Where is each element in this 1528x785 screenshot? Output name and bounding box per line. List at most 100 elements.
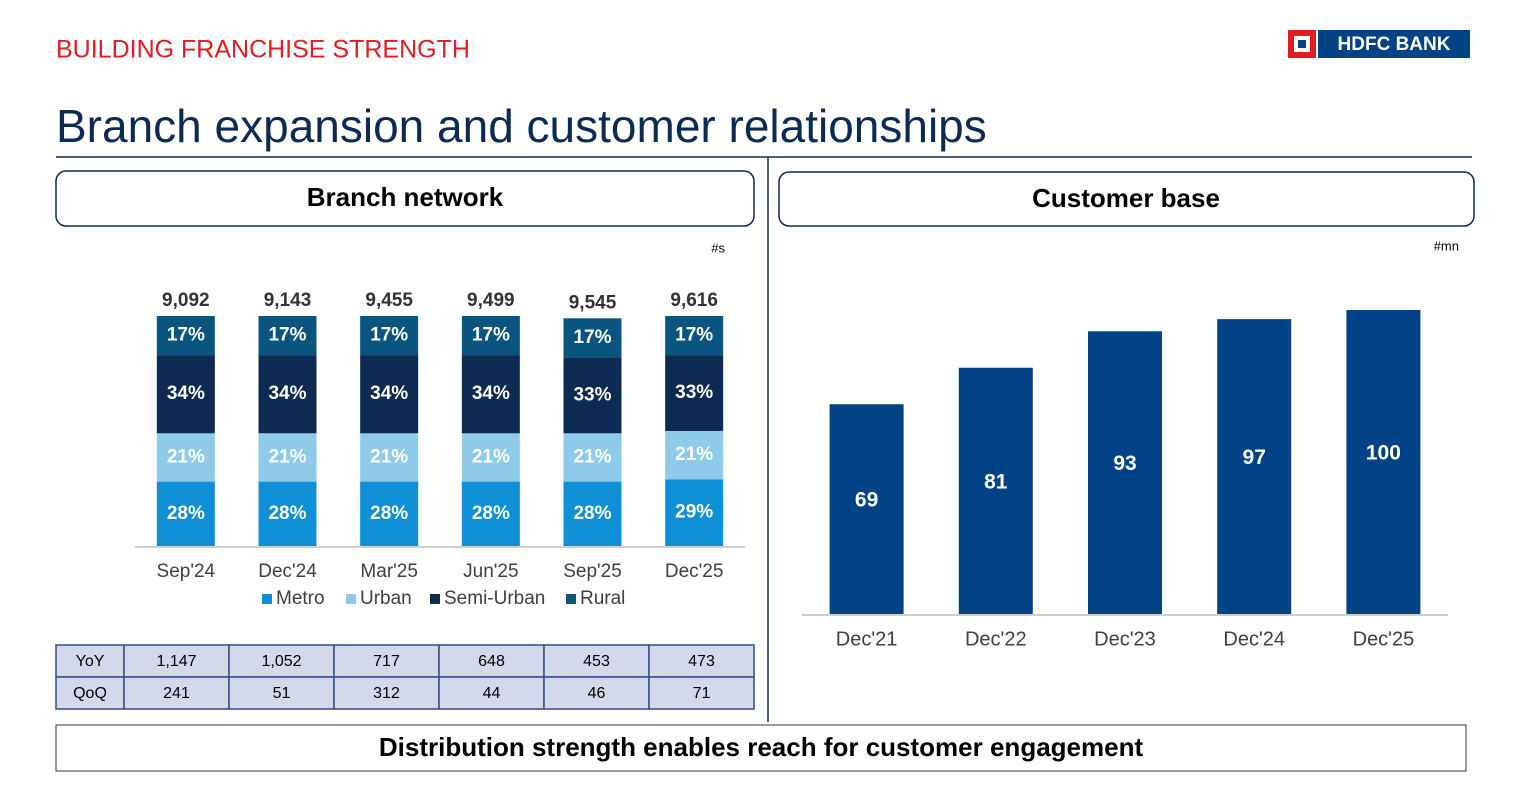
legend-swatch	[262, 594, 272, 604]
total-label: 9,143	[264, 290, 312, 311]
x-tick-label: Dec'24	[258, 561, 317, 582]
table-cell	[438, 644, 545, 678]
data-label: 81	[984, 470, 1008, 493]
table-text: 717	[373, 653, 400, 670]
bar-segment	[258, 355, 317, 434]
bar-segment	[360, 355, 419, 434]
data-label: 28%	[573, 503, 611, 524]
data-label: 28%	[167, 503, 205, 524]
x-tick-label: Dec'25	[665, 561, 724, 582]
x-tick-label: Jun'25	[463, 561, 518, 582]
table-text: 312	[373, 685, 400, 702]
bar-segment	[665, 479, 724, 546]
legend-swatch	[346, 594, 356, 604]
total-label: 9,455	[365, 290, 413, 311]
x-tick-label: Dec'25	[1353, 628, 1415, 650]
table-cell	[228, 676, 335, 710]
data-label: 21%	[167, 446, 205, 467]
bar-segment	[258, 481, 317, 546]
bar-segment	[360, 316, 419, 356]
bar-segment	[461, 316, 520, 356]
unit-label: #mn	[1434, 238, 1459, 253]
slide-title: Branch expansion and customer relationsh…	[56, 100, 987, 152]
total-label: 9,092	[162, 290, 210, 311]
bar-segment	[258, 316, 317, 356]
data-label: 17%	[573, 327, 611, 348]
bar-segment	[563, 318, 622, 358]
table-text: 473	[688, 653, 715, 670]
bar-segment	[461, 355, 520, 434]
table-cell	[55, 644, 125, 678]
data-label: 21%	[370, 446, 408, 467]
bar-segment	[563, 481, 622, 546]
table-cell	[543, 644, 650, 678]
data-label: 28%	[268, 503, 306, 524]
x-tick-label: Dec'22	[965, 628, 1027, 650]
table-cell	[648, 644, 755, 678]
bar	[829, 404, 904, 614]
bar-segment	[360, 481, 419, 546]
legend-label: Rural	[580, 588, 625, 609]
table-cell	[648, 676, 755, 710]
table-text: 44	[483, 685, 501, 702]
footer-box	[55, 724, 1467, 772]
data-label: 17%	[370, 325, 408, 346]
legend-label: Metro	[276, 588, 325, 609]
x-tick-label: Dec'24	[1223, 628, 1285, 650]
x-tick-label: Sep'24	[157, 561, 216, 582]
data-label: 97	[1243, 446, 1266, 469]
table-text: 648	[478, 653, 505, 670]
panel-header	[55, 170, 755, 227]
data-label: 21%	[675, 444, 713, 465]
data-label: 21%	[573, 446, 611, 467]
data-label: 21%	[472, 446, 510, 467]
bar-segment	[156, 355, 215, 434]
bar	[1217, 319, 1292, 614]
data-label: 33%	[573, 384, 611, 405]
legend-label: Urban	[360, 588, 412, 609]
table-text: 1,147	[156, 653, 196, 670]
bar-segment	[563, 357, 622, 434]
data-label: 34%	[167, 383, 205, 404]
table-text: 71	[693, 685, 711, 702]
data-label: 93	[1113, 452, 1136, 475]
bar-segment	[665, 355, 724, 431]
bar-segment	[563, 433, 622, 482]
bar-segment	[258, 433, 317, 482]
panel-title: Branch network	[307, 182, 504, 212]
table-cell	[123, 644, 230, 678]
table-text: QoQ	[73, 685, 107, 702]
table-text: 46	[588, 685, 606, 702]
data-label: 29%	[675, 502, 713, 523]
data-label: 28%	[472, 503, 510, 524]
data-label: 17%	[268, 325, 306, 346]
bar-segment	[156, 316, 215, 356]
bar-segment	[461, 433, 520, 482]
table-text: YoY	[76, 653, 105, 670]
x-tick-label: Sep'25	[563, 561, 622, 582]
x-tick-label: Dec'21	[836, 628, 898, 650]
unit-label: #s	[711, 240, 725, 255]
data-label: 17%	[167, 325, 205, 346]
bar	[1346, 310, 1421, 614]
bar-segment	[156, 433, 215, 482]
legend-label: Semi-Urban	[444, 588, 545, 609]
total-label: 9,545	[569, 292, 617, 313]
bar-segment	[461, 481, 520, 546]
bar	[958, 367, 1033, 614]
data-label: 100	[1366, 442, 1401, 465]
section-label: BUILDING FRANCHISE STRENGTH	[56, 36, 470, 64]
bar-segment	[156, 481, 215, 546]
data-label: 34%	[268, 383, 306, 404]
table-cell	[333, 644, 440, 678]
data-label: 34%	[472, 383, 510, 404]
bar-segment	[665, 316, 724, 356]
logo-icon-core	[1298, 40, 1306, 48]
table-text: 51	[273, 685, 291, 702]
x-tick-label: Dec'23	[1094, 628, 1156, 650]
x-tick-label: Mar'25	[360, 561, 417, 582]
table-cell	[55, 676, 125, 710]
bar-segment	[665, 431, 724, 480]
